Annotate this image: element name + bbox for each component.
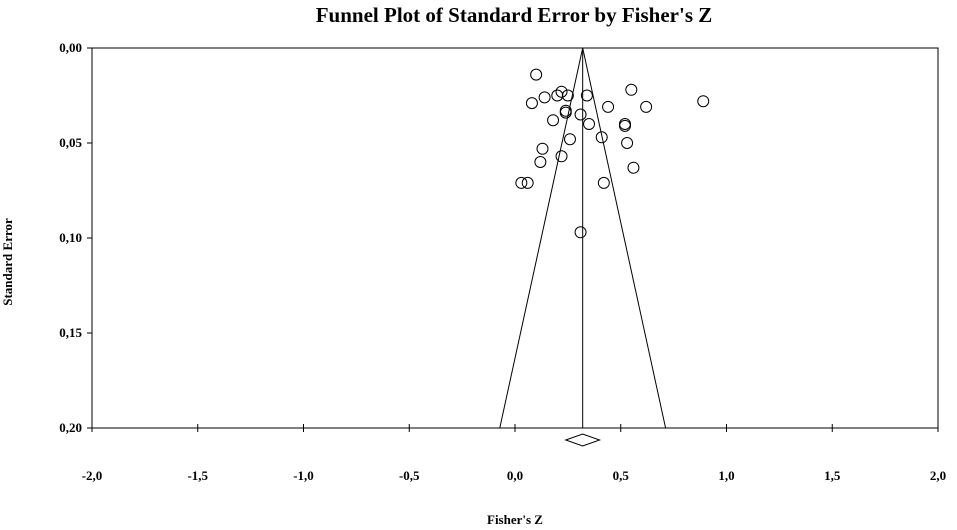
y-axis-label: Standard Error — [0, 218, 15, 306]
x-tick-label: -1,0 — [293, 468, 314, 483]
y-tick-label: 0,20 — [59, 420, 82, 435]
study-point — [595, 131, 608, 144]
funnel-lines — [499, 47, 667, 429]
study-point — [574, 108, 587, 121]
x-tick-label: -2,0 — [82, 468, 103, 483]
x-axis-label: Fisher's Z — [487, 512, 543, 527]
study-point — [555, 85, 568, 98]
study-point — [597, 176, 610, 189]
study-points — [515, 68, 710, 239]
study-point — [525, 97, 538, 110]
study-point — [559, 106, 572, 119]
study-point — [555, 150, 568, 163]
study-point — [621, 137, 634, 149]
x-tick-label: -1,5 — [187, 468, 208, 483]
y-tick-label: 0,10 — [59, 230, 82, 245]
study-point — [547, 114, 560, 127]
study-point — [627, 161, 640, 174]
study-point — [530, 68, 543, 81]
study-point — [640, 100, 653, 113]
y-tick-label: 0,00 — [59, 40, 82, 55]
study-point — [536, 142, 549, 155]
funnel-left-line — [499, 47, 584, 429]
x-tick-label: 0,0 — [507, 468, 523, 483]
study-point — [697, 95, 710, 108]
study-point — [583, 118, 596, 130]
y-axis-ticks: 0,00 0,05 0,10 0,15 0,20 — [59, 40, 92, 435]
funnel-right-line — [582, 47, 667, 429]
study-point — [521, 176, 534, 189]
study-point — [602, 100, 615, 113]
summary-diamond — [564, 433, 602, 447]
x-tick-label: -0,5 — [399, 468, 420, 483]
y-tick-label: 0,05 — [59, 135, 82, 150]
study-point — [618, 119, 631, 132]
x-tick-label: 1,0 — [718, 468, 734, 483]
x-tick-label: 0,5 — [613, 468, 630, 483]
study-point — [534, 156, 547, 168]
study-point — [574, 226, 587, 239]
study-point — [561, 89, 574, 102]
x-axis-ticks: -2,0 -1,5 -1,0 -0,5 0,0 0,5 1,0 1,5 2,0 — [82, 424, 946, 483]
study-point — [580, 89, 593, 102]
study-point — [538, 91, 551, 104]
x-tick-label: 1,5 — [824, 468, 841, 483]
summary-diamond-group — [564, 433, 602, 447]
y-tick-label: 0,15 — [59, 325, 82, 340]
study-point — [563, 133, 576, 146]
plot-area-border — [91, 47, 939, 429]
study-point — [625, 83, 638, 96]
study-point — [515, 176, 528, 189]
chart-title: Funnel Plot of Standard Error by Fisher'… — [316, 3, 713, 27]
x-tick-label: 2,0 — [930, 468, 946, 483]
